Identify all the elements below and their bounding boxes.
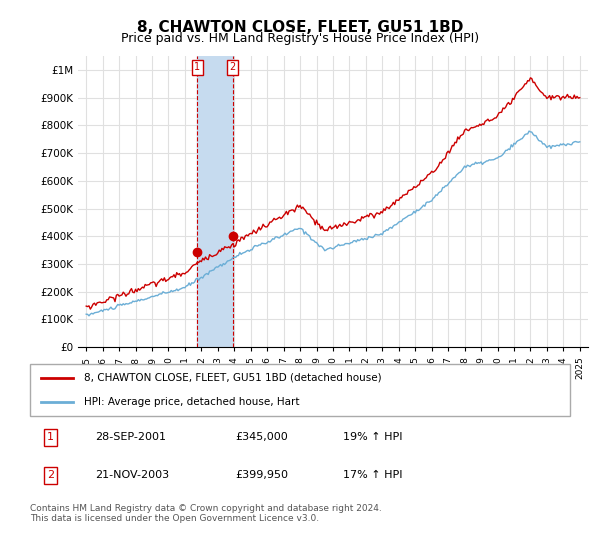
Text: HPI: Average price, detached house, Hart: HPI: Average price, detached house, Hart	[84, 396, 299, 407]
Text: £345,000: £345,000	[235, 432, 288, 442]
Text: 2: 2	[230, 62, 236, 72]
Text: 17% ↑ HPI: 17% ↑ HPI	[343, 470, 403, 480]
Text: 8, CHAWTON CLOSE, FLEET, GU51 1BD (detached house): 8, CHAWTON CLOSE, FLEET, GU51 1BD (detac…	[84, 373, 382, 383]
Text: £399,950: £399,950	[235, 470, 288, 480]
Bar	[197, 56, 233, 347]
Text: Price paid vs. HM Land Registry's House Price Index (HPI): Price paid vs. HM Land Registry's House …	[121, 32, 479, 45]
Text: Contains HM Land Registry data © Crown copyright and database right 2024.
This d: Contains HM Land Registry data © Crown c…	[30, 504, 382, 524]
FancyBboxPatch shape	[30, 364, 570, 416]
Text: 1: 1	[47, 432, 54, 442]
Text: 1: 1	[194, 62, 200, 72]
Text: 21-NOV-2003: 21-NOV-2003	[95, 470, 169, 480]
Text: 19% ↑ HPI: 19% ↑ HPI	[343, 432, 403, 442]
Text: 28-SEP-2001: 28-SEP-2001	[95, 432, 166, 442]
Text: 8, CHAWTON CLOSE, FLEET, GU51 1BD: 8, CHAWTON CLOSE, FLEET, GU51 1BD	[137, 20, 463, 35]
Text: 2: 2	[47, 470, 54, 480]
